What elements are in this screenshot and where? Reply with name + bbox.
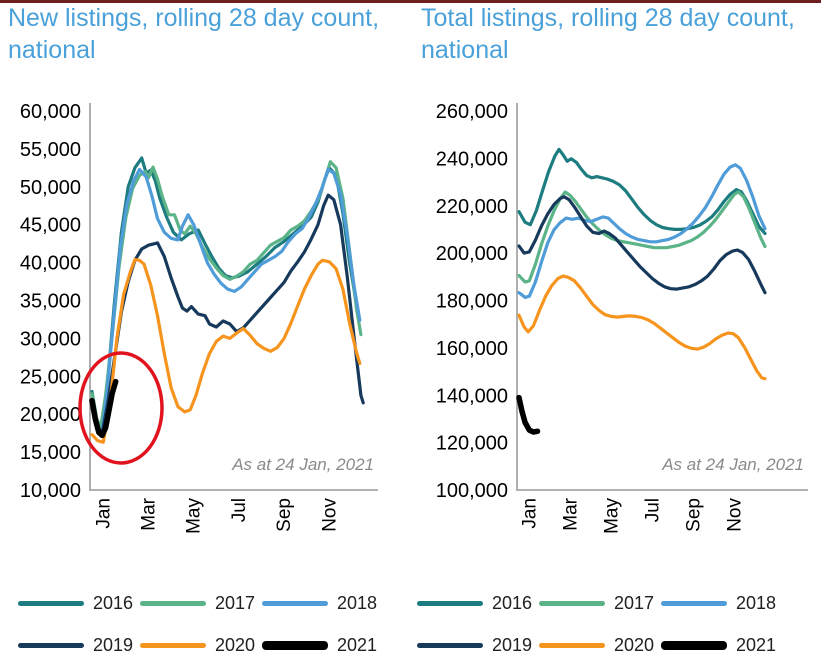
- series-line-2021: [516, 394, 541, 435]
- legend-label: 2019: [93, 634, 134, 655]
- y-axis-tick-label: 15,000: [20, 442, 81, 464]
- legend-label: 2020: [215, 634, 256, 655]
- legend-label: 2018: [337, 592, 378, 613]
- y-axis-tick-label: 60,000: [20, 101, 81, 123]
- legend-swatch-2019: [18, 642, 84, 648]
- y-axis-tick-label: 200,000: [436, 243, 508, 265]
- legend-label: 2021: [736, 634, 777, 655]
- legend-label: 2018: [736, 592, 777, 613]
- legend-swatch-2017: [140, 600, 206, 606]
- x-axis-tick-label: May: [184, 498, 205, 534]
- legend-item-2020: 2020: [539, 635, 661, 656]
- legend-swatch-2017: [539, 600, 605, 606]
- new-listings-chart: 60,000 55,000 50,000 45,000 40,000 35,000 30,0…: [20, 101, 378, 534]
- series-line-2020: [90, 258, 362, 444]
- legend-label: 2017: [215, 592, 256, 613]
- legend-swatch-2020: [140, 642, 206, 648]
- series-line-2016: [517, 147, 767, 236]
- legend-swatch-2018: [661, 600, 727, 606]
- series-line-2020: [517, 274, 767, 381]
- highlight-ellipse: [78, 351, 164, 465]
- legend-label: 2021: [337, 634, 378, 655]
- y-axis-tick-label: 240,000: [436, 148, 508, 170]
- legend-label: 2017: [614, 592, 655, 613]
- x-axis-tick-label: Jul: [229, 498, 250, 522]
- legend-item-2021: 2021: [661, 635, 783, 656]
- chart-title-new-listings: New listings, rolling 28 day count, nati…: [8, 4, 380, 64]
- legend-swatch-2021: [661, 640, 727, 650]
- y-axis-tick-label: 120,000: [436, 433, 508, 455]
- x-axis-tick-label: Sep: [274, 498, 295, 532]
- legend-row: 2016 2017 2018: [18, 582, 384, 624]
- legend-swatch-2021: [262, 640, 328, 650]
- legend-label: 2020: [614, 634, 655, 655]
- x-axis-tick-label: Nov: [319, 498, 340, 532]
- legend-item-2016: 2016: [18, 593, 140, 614]
- as-at-annotation: As at 24 Jan, 2021: [231, 455, 374, 474]
- as-at-annotation: As at 24 Jan, 2021: [661, 455, 804, 474]
- legend-item-2017: 2017: [539, 593, 661, 614]
- y-axis-tick-label: 10,000: [20, 480, 81, 502]
- y-axis-tick-label: 220,000: [436, 196, 508, 218]
- legend-item-2020: 2020: [140, 635, 262, 656]
- y-axis-tick-label: 25,000: [20, 366, 81, 388]
- legend-row: 2019 2020 2021: [417, 624, 783, 666]
- series-line-2018: [517, 163, 767, 299]
- chart-title-total-listings: Total listings, rolling 28 day count, na…: [421, 4, 795, 64]
- x-axis-tick-label: Mar: [560, 497, 581, 530]
- legend-item-2018: 2018: [661, 593, 783, 614]
- legend-row: 2019 2020 2021: [18, 624, 384, 666]
- x-axis-tick-label: Jan: [93, 498, 114, 529]
- legend-swatch-2016: [18, 600, 84, 606]
- y-axis-tick-label: 140,000: [436, 385, 508, 407]
- legend-item-2021: 2021: [262, 635, 384, 656]
- legend-label: 2019: [492, 634, 533, 655]
- y-axis-tick-label: 45,000: [20, 215, 81, 237]
- y-axis-tick-label: 260,000: [436, 101, 508, 123]
- x-axis-tick-label: Mar: [139, 497, 160, 530]
- series-line-2019: [90, 193, 365, 435]
- top-border: [0, 0, 821, 3]
- legend-row: 2016 2017 2018: [417, 582, 783, 624]
- legend-total-listings: 2016 2017 2018 2019 2020 2021: [417, 582, 783, 666]
- x-axis-tick-label: Nov: [724, 498, 745, 532]
- y-axis-tick-label: 20,000: [20, 404, 81, 426]
- y-axis-tick-label: 160,000: [436, 338, 508, 360]
- total-listings-chart: 260,000 240,000 220,000 200,000 180,000 160,0…: [436, 101, 808, 534]
- legend-item-2016: 2016: [417, 593, 539, 614]
- x-axis-tick-label: Jul: [642, 498, 663, 522]
- legend-swatch-2020: [539, 642, 605, 648]
- legend-swatch-2019: [417, 642, 483, 648]
- legend-item-2019: 2019: [18, 635, 140, 656]
- series-line-2019: [517, 195, 767, 295]
- series-line-2017: [90, 160, 363, 430]
- y-axis-tick-label: 100,000: [436, 480, 508, 502]
- legend-new-listings: 2016 2017 2018 2019 2020 2021: [18, 582, 384, 666]
- x-axis-tick-label: Sep: [683, 498, 704, 532]
- legend-label: 2016: [492, 592, 533, 613]
- legend-item-2018: 2018: [262, 593, 384, 614]
- series-line-2021: [89, 378, 119, 439]
- y-axis-tick-label: 50,000: [20, 177, 81, 199]
- legend-swatch-2018: [262, 600, 328, 606]
- x-axis-tick-label: Jan: [519, 498, 540, 529]
- legend-swatch-2016: [417, 600, 483, 606]
- y-axis-tick-label: 55,000: [20, 139, 81, 161]
- legend-label: 2016: [93, 592, 134, 613]
- series-line-2018: [90, 167, 362, 437]
- y-axis-tick-label: 40,000: [20, 253, 81, 275]
- y-axis-tick-label: 180,000: [436, 291, 508, 313]
- legend-item-2017: 2017: [140, 593, 262, 614]
- y-axis-tick-label: 35,000: [20, 291, 81, 313]
- x-axis-tick-label: May: [601, 498, 622, 534]
- legend-item-2019: 2019: [417, 635, 539, 656]
- y-axis-tick-label: 30,000: [20, 328, 81, 350]
